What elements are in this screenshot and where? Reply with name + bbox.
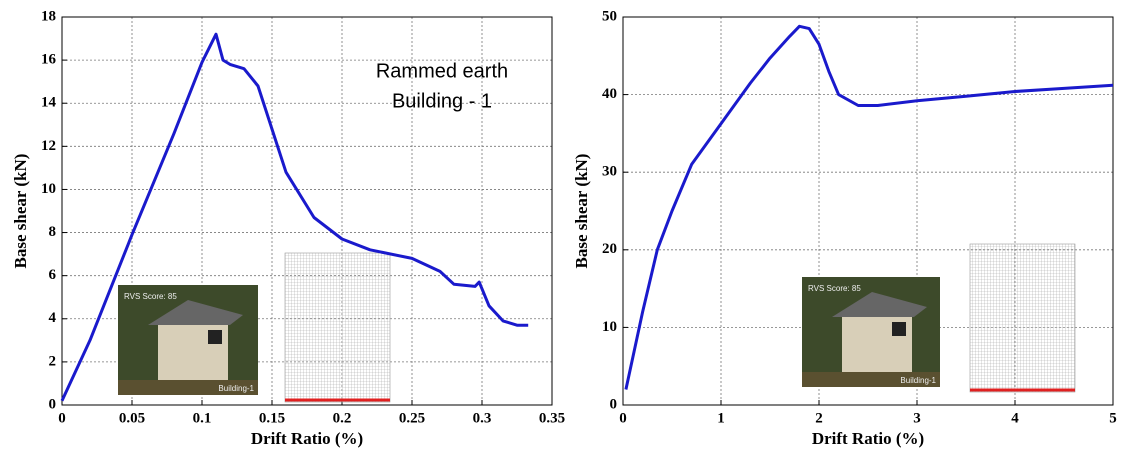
x-tick-label: 4 — [1011, 410, 1019, 426]
y-tick-label: 14 — [41, 95, 57, 111]
annotation: Building - 1 — [392, 90, 492, 112]
x-tick-label: 2 — [815, 410, 823, 426]
y-tick-label: 16 — [41, 52, 57, 68]
photo-ground — [802, 372, 940, 387]
inset-label: Building-1 — [900, 376, 936, 385]
x-tick-label: 0.3 — [473, 410, 492, 426]
plot-frame — [61, 16, 553, 406]
y-tick-label: 4 — [49, 310, 57, 326]
x-tick-label: 3 — [913, 410, 921, 426]
y-tick-label: 6 — [49, 267, 57, 283]
x-tick-label: 0.35 — [539, 410, 565, 426]
x-tick-label: 0 — [58, 410, 66, 426]
photo-roof — [148, 300, 243, 325]
x-tick-label: 1 — [717, 410, 725, 426]
inset-label: RVS Score: 85 — [808, 284, 861, 293]
x-axis-label: Drift Ratio (%) — [812, 429, 924, 448]
y-tick-label: 20 — [602, 241, 617, 257]
photo-wall — [842, 312, 912, 372]
y-tick-label: 8 — [49, 224, 57, 240]
mesh-box — [969, 243, 1076, 393]
photo-ground — [118, 380, 258, 395]
x-tick-label: 0.05 — [119, 410, 145, 426]
data-line — [624, 24, 1114, 390]
y-tick-label: 2 — [49, 353, 57, 369]
photo-wall — [158, 320, 228, 380]
plot-frame — [622, 16, 1114, 406]
y-axis-label: Base shear (kN) — [572, 154, 591, 269]
y-tick-label: 10 — [41, 181, 56, 197]
annotation: Rammed earth — [376, 60, 508, 82]
photo-window — [208, 330, 222, 344]
x-tick-label: 5 — [1109, 410, 1117, 426]
photo-roof — [832, 292, 927, 317]
inset-label: RVS Score: 85 — [124, 292, 177, 301]
y-tick-label: 0 — [610, 396, 618, 412]
inset-label: Building-1 — [218, 384, 254, 393]
x-tick-label: 0.1 — [193, 410, 212, 426]
mesh-box — [284, 252, 391, 403]
y-tick-label: 18 — [41, 8, 56, 24]
photo-window — [892, 322, 906, 336]
y-tick-label: 12 — [41, 138, 56, 154]
x-tick-label: 0.25 — [399, 410, 425, 426]
x-tick-label: 0 — [619, 410, 627, 426]
x-tick-label: 0.15 — [259, 410, 285, 426]
y-tick-label: 0 — [49, 396, 57, 412]
y-tick-label: 30 — [602, 164, 617, 180]
y-axis-label: Base shear (kN) — [11, 154, 30, 269]
y-tick-label: 50 — [602, 8, 617, 24]
y-tick-label: 40 — [602, 86, 617, 102]
data-line — [60, 32, 529, 402]
y-tick-label: 10 — [602, 319, 617, 335]
x-tick-label: 0.2 — [333, 410, 352, 426]
x-axis-label: Drift Ratio (%) — [251, 429, 363, 448]
